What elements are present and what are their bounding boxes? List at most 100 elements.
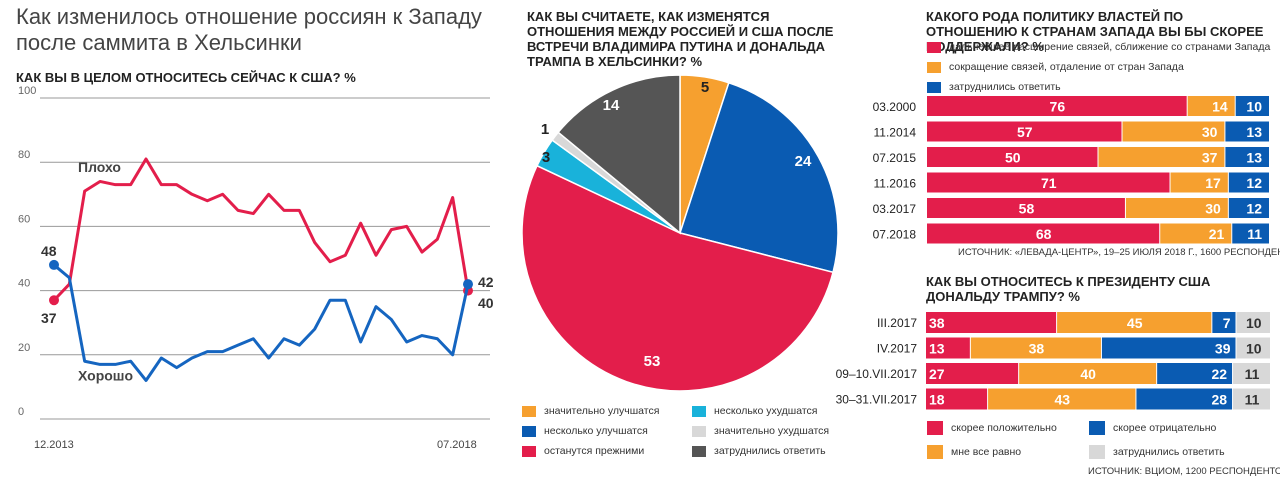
bar-value-label: 22 xyxy=(1211,366,1227,382)
bar-value-label: 11 xyxy=(1245,392,1260,408)
bar-segment xyxy=(1225,147,1269,167)
y-tick-label: 40 xyxy=(18,278,30,290)
bar-segment xyxy=(927,198,1125,218)
pie-chart-question: КАК ВЫ СЧИТАЕТЕ, КАК ИЗМЕНЯТСЯ ОТНОШЕНИЯ… xyxy=(527,9,834,69)
pie-legend-item: останутся прежними xyxy=(522,445,644,457)
series-line-bad xyxy=(52,157,470,302)
trump-legend-item: скорее положительно xyxy=(927,421,1057,435)
trump-chart-question: КАК ВЫ ОТНОСИТЕСЬ К ПРЕЗИДЕНТУ США ДОНАЛ… xyxy=(926,274,1211,304)
bar-segment xyxy=(1019,363,1157,384)
bar-segment xyxy=(1235,96,1269,116)
bar-value-label: 21 xyxy=(1209,226,1225,242)
policy-chart-question: КАКОГО РОДА ПОЛИТИКУ ВЛАСТЕЙ ПО ОТНОШЕНИ… xyxy=(926,9,1264,54)
bar-value-label: 27 xyxy=(929,366,945,382)
bar-segment xyxy=(927,96,1187,116)
bar-value-label: 14 xyxy=(1212,99,1228,115)
legend-swatch xyxy=(1089,421,1105,435)
bar-category-label: III.2017 xyxy=(877,316,917,330)
bar-segment xyxy=(1101,337,1236,359)
bar-value-label: 30 xyxy=(1205,201,1221,217)
y-tick-label: 80 xyxy=(18,149,30,161)
legend-label: сокращение связей, отдаление от стран За… xyxy=(949,61,1184,73)
trump-legend-item: мне все равно xyxy=(927,445,1021,459)
bar-segment xyxy=(1057,312,1212,333)
bar-value-label: 38 xyxy=(929,315,945,331)
y-tick-label: 20 xyxy=(18,342,30,354)
pie-slice-label: 1 xyxy=(541,121,549,138)
legend-label: значительно улучшатся xyxy=(544,405,660,417)
pie-legend-item: несколько улучшатся xyxy=(522,425,648,437)
series-line-good xyxy=(53,263,470,382)
bar-value-label: 13 xyxy=(1246,124,1262,140)
bar-segment xyxy=(1233,363,1270,384)
bar-value-label: 58 xyxy=(1019,201,1035,217)
bar-value-label: 76 xyxy=(1050,99,1066,115)
bar-segment xyxy=(1236,337,1270,359)
bar-segment xyxy=(1228,198,1269,218)
bar-value-label: 40 xyxy=(1080,366,1096,382)
trump-legend-item: скорее отрицательно xyxy=(1089,421,1216,435)
legend-swatch xyxy=(692,445,706,457)
trump-bar-chart: III.2017 38 45 7 10 IV.2017 13 38 39 10 09–10.VII.… xyxy=(836,312,1270,410)
series-start-point xyxy=(49,259,59,270)
bar-value-label: 11 xyxy=(1247,226,1262,242)
pie-slice-label: 14 xyxy=(603,97,620,114)
pie-slice xyxy=(521,164,834,392)
bar-segment xyxy=(926,312,1057,333)
bar-category-label: 03.2000 xyxy=(873,100,917,114)
bar-value-label: 68 xyxy=(1036,226,1052,242)
bar-segment xyxy=(1228,172,1269,193)
bar-segment xyxy=(970,337,1101,359)
legend-label: скорее отрицательно xyxy=(1113,422,1217,434)
bar-segment xyxy=(927,147,1098,167)
legend-swatch xyxy=(522,445,536,457)
line-chart-question: КАК ВЫ В ЦЕЛОМ ОТНОСИТЕСЬ СЕЙЧАС К США? … xyxy=(16,70,356,85)
policy-legend-item: дальнейшее расширение связей, сближение … xyxy=(927,41,1270,53)
bar-segment xyxy=(1170,172,1228,193)
bar-value-label: 12 xyxy=(1246,201,1262,217)
pie-slice-label: 53 xyxy=(644,353,661,370)
bar-category-label: 07.2018 xyxy=(873,228,917,242)
bar-category-label: 07.2015 xyxy=(873,151,917,165)
legend-label: затруднились ответить xyxy=(949,81,1061,93)
page-title: Как изменилось отношение россиян к Запад… xyxy=(16,4,482,55)
legend-label: несколько улучшатся xyxy=(544,425,648,437)
line-chart: 0 20 40 60 80 100 12.2013 07.2018 Плохо Хорошо 48 3… xyxy=(18,85,494,451)
pie-slice-label: 3 xyxy=(542,149,550,166)
bar-value-label: 18 xyxy=(929,392,945,408)
y-tick-label: 0 xyxy=(18,406,24,418)
bar-value-label: 12 xyxy=(1246,175,1262,191)
pie-slice xyxy=(679,81,839,274)
bar-segment xyxy=(1122,121,1225,142)
pie-chart: 5 24 53 3 1 14 xyxy=(521,74,839,392)
bad-start-value: 37 xyxy=(41,310,57,326)
pie-slice-label: 5 xyxy=(701,79,709,96)
bar-value-label: 43 xyxy=(1054,392,1070,408)
bar-value-label: 17 xyxy=(1205,175,1221,191)
bar-segment xyxy=(1212,312,1236,333)
legend-label: останутся прежними xyxy=(544,445,645,457)
series-name-bad: Плохо xyxy=(78,159,121,175)
bar-value-label: 28 xyxy=(1211,392,1227,408)
bar-value-label: 11 xyxy=(1245,366,1260,382)
pie-slice xyxy=(557,74,681,235)
y-tick-label: 100 xyxy=(18,85,36,97)
legend-swatch xyxy=(927,421,943,435)
bar-segment xyxy=(1125,198,1228,218)
series-name-good: Хорошо xyxy=(78,367,133,383)
bar-category-label: IV.2017 xyxy=(877,342,918,356)
legend-swatch xyxy=(927,61,941,73)
legend-swatch xyxy=(927,41,941,53)
pie-legend-item: затруднились ответить xyxy=(692,445,826,457)
bar-segment xyxy=(1160,223,1232,244)
bar-value-label: 37 xyxy=(1202,150,1218,166)
bar-value-label: 50 xyxy=(1005,150,1021,166)
legend-label: несколько ухудшатся xyxy=(714,405,818,417)
pie-slice-label: 24 xyxy=(795,153,812,170)
pie-legend-item: значительно ухудшатся xyxy=(692,425,829,437)
legend-swatch xyxy=(692,405,706,417)
bar-segment xyxy=(926,337,970,359)
legend-label: значительно ухудшатся xyxy=(714,425,830,437)
bar-segment xyxy=(1187,96,1235,116)
bar-category-label: 30–31.VII.2017 xyxy=(836,393,918,407)
